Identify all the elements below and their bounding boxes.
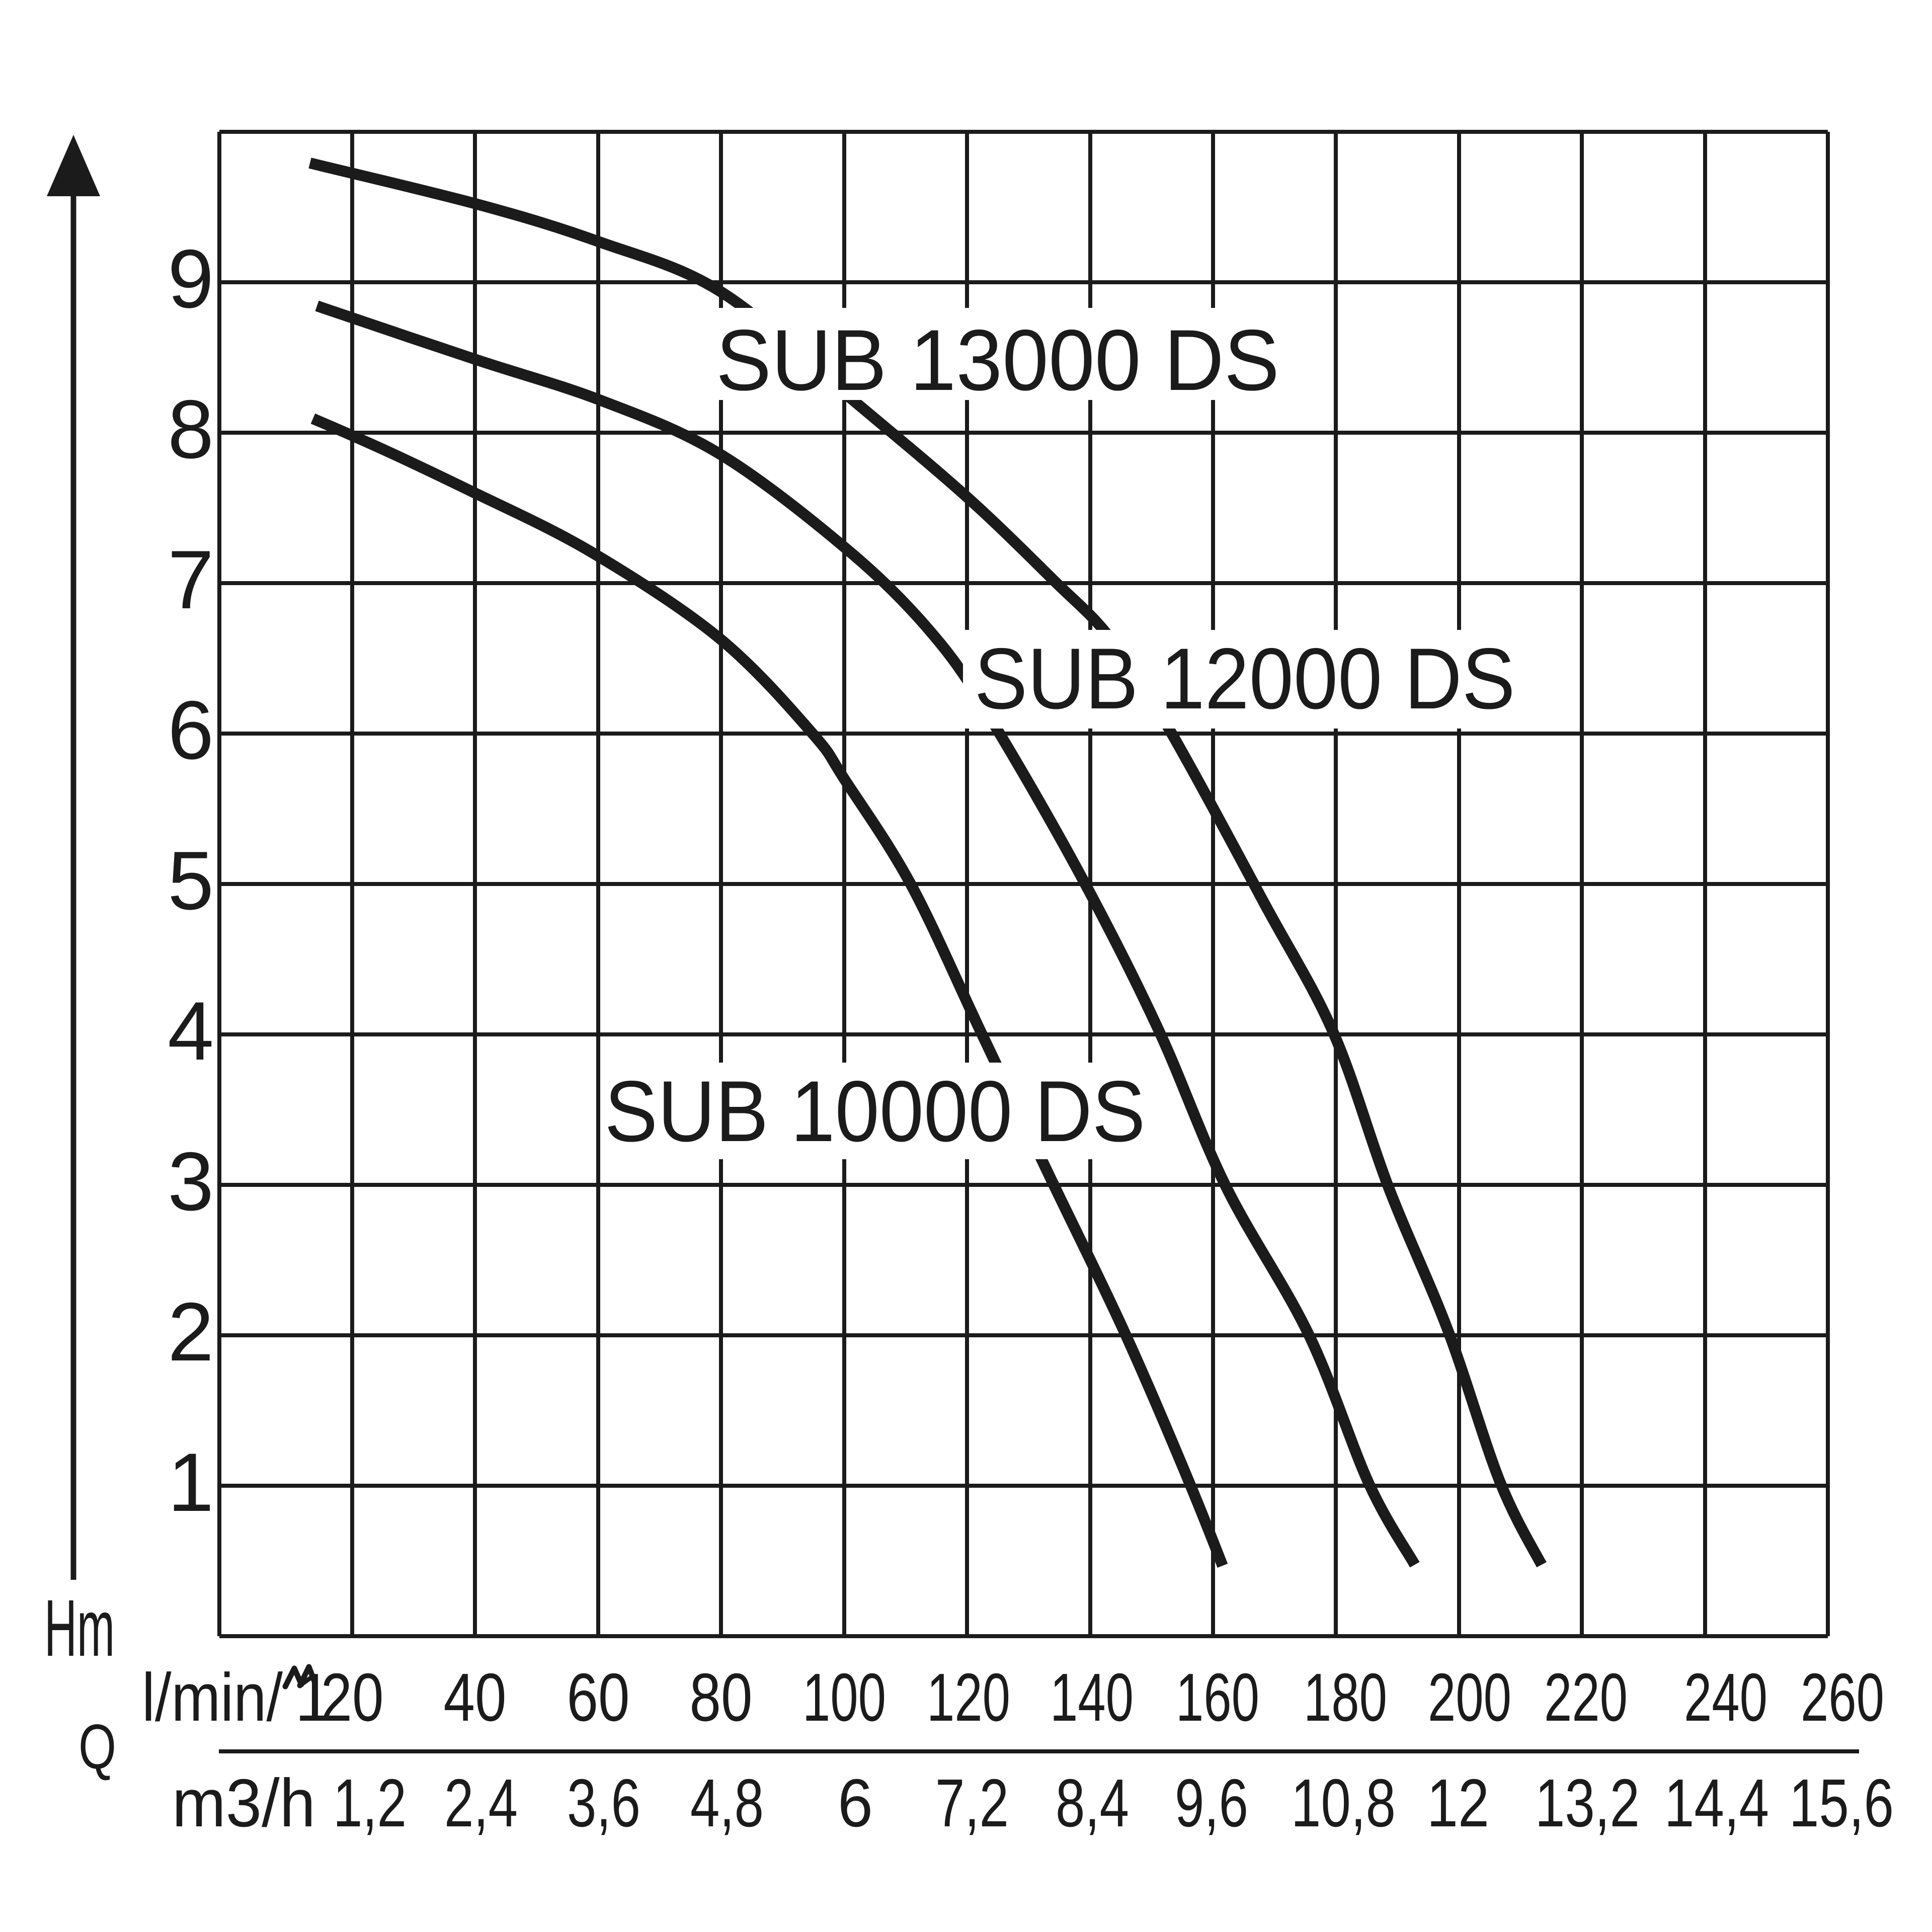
svg-text:60: 60 xyxy=(567,1659,630,1735)
svg-text:SUB 10000 DS: SUB 10000 DS xyxy=(605,1063,1146,1160)
svg-text:160: 160 xyxy=(1176,1659,1259,1735)
svg-text:20: 20 xyxy=(321,1659,384,1735)
svg-text:7,2: 7,2 xyxy=(935,1765,1009,1841)
svg-text:1: 1 xyxy=(168,1436,214,1528)
svg-text:l/min/: l/min/ xyxy=(142,1659,283,1735)
svg-text:4: 4 xyxy=(168,985,214,1077)
svg-text:80: 80 xyxy=(690,1659,753,1735)
svg-text:8: 8 xyxy=(168,383,214,475)
svg-text:3,6: 3,6 xyxy=(567,1765,640,1841)
svg-text:100: 100 xyxy=(802,1659,886,1735)
svg-text:Hm: Hm xyxy=(44,1583,115,1673)
svg-text:10,8: 10,8 xyxy=(1291,1765,1396,1841)
svg-text:12: 12 xyxy=(1427,1765,1489,1841)
svg-text:13,2: 13,2 xyxy=(1535,1765,1640,1841)
svg-text:SUB 13000 DS: SUB 13000 DS xyxy=(716,312,1279,409)
svg-text:40: 40 xyxy=(444,1659,507,1735)
svg-text:Q: Q xyxy=(78,1712,116,1782)
svg-text:2: 2 xyxy=(168,1285,214,1378)
svg-text:260: 260 xyxy=(1801,1659,1884,1735)
svg-text:6: 6 xyxy=(168,684,214,776)
svg-text:SUB 12000 DS: SUB 12000 DS xyxy=(975,630,1515,727)
svg-text:4,8: 4,8 xyxy=(690,1765,764,1841)
svg-text:200: 200 xyxy=(1428,1659,1511,1735)
svg-text:180: 180 xyxy=(1304,1659,1387,1735)
svg-text:1,2: 1,2 xyxy=(333,1765,407,1841)
svg-text:9: 9 xyxy=(168,232,214,325)
svg-text:5: 5 xyxy=(168,834,214,927)
svg-text:6: 6 xyxy=(838,1765,873,1841)
svg-text:220: 220 xyxy=(1544,1659,1628,1735)
svg-text:14,4: 14,4 xyxy=(1664,1765,1769,1841)
svg-text:8,4: 8,4 xyxy=(1056,1765,1129,1841)
svg-text:7: 7 xyxy=(168,533,214,626)
svg-text:120: 120 xyxy=(927,1659,1010,1735)
svg-text:240: 240 xyxy=(1684,1659,1767,1735)
svg-text:2,4: 2,4 xyxy=(444,1765,518,1841)
svg-text:m3/h: m3/h xyxy=(172,1765,315,1841)
svg-text:15,6: 15,6 xyxy=(1789,1765,1894,1841)
svg-text:1: 1 xyxy=(295,1659,333,1735)
svg-text:9,6: 9,6 xyxy=(1175,1765,1248,1841)
svg-text:3: 3 xyxy=(168,1135,214,1228)
svg-text:140: 140 xyxy=(1050,1659,1134,1735)
